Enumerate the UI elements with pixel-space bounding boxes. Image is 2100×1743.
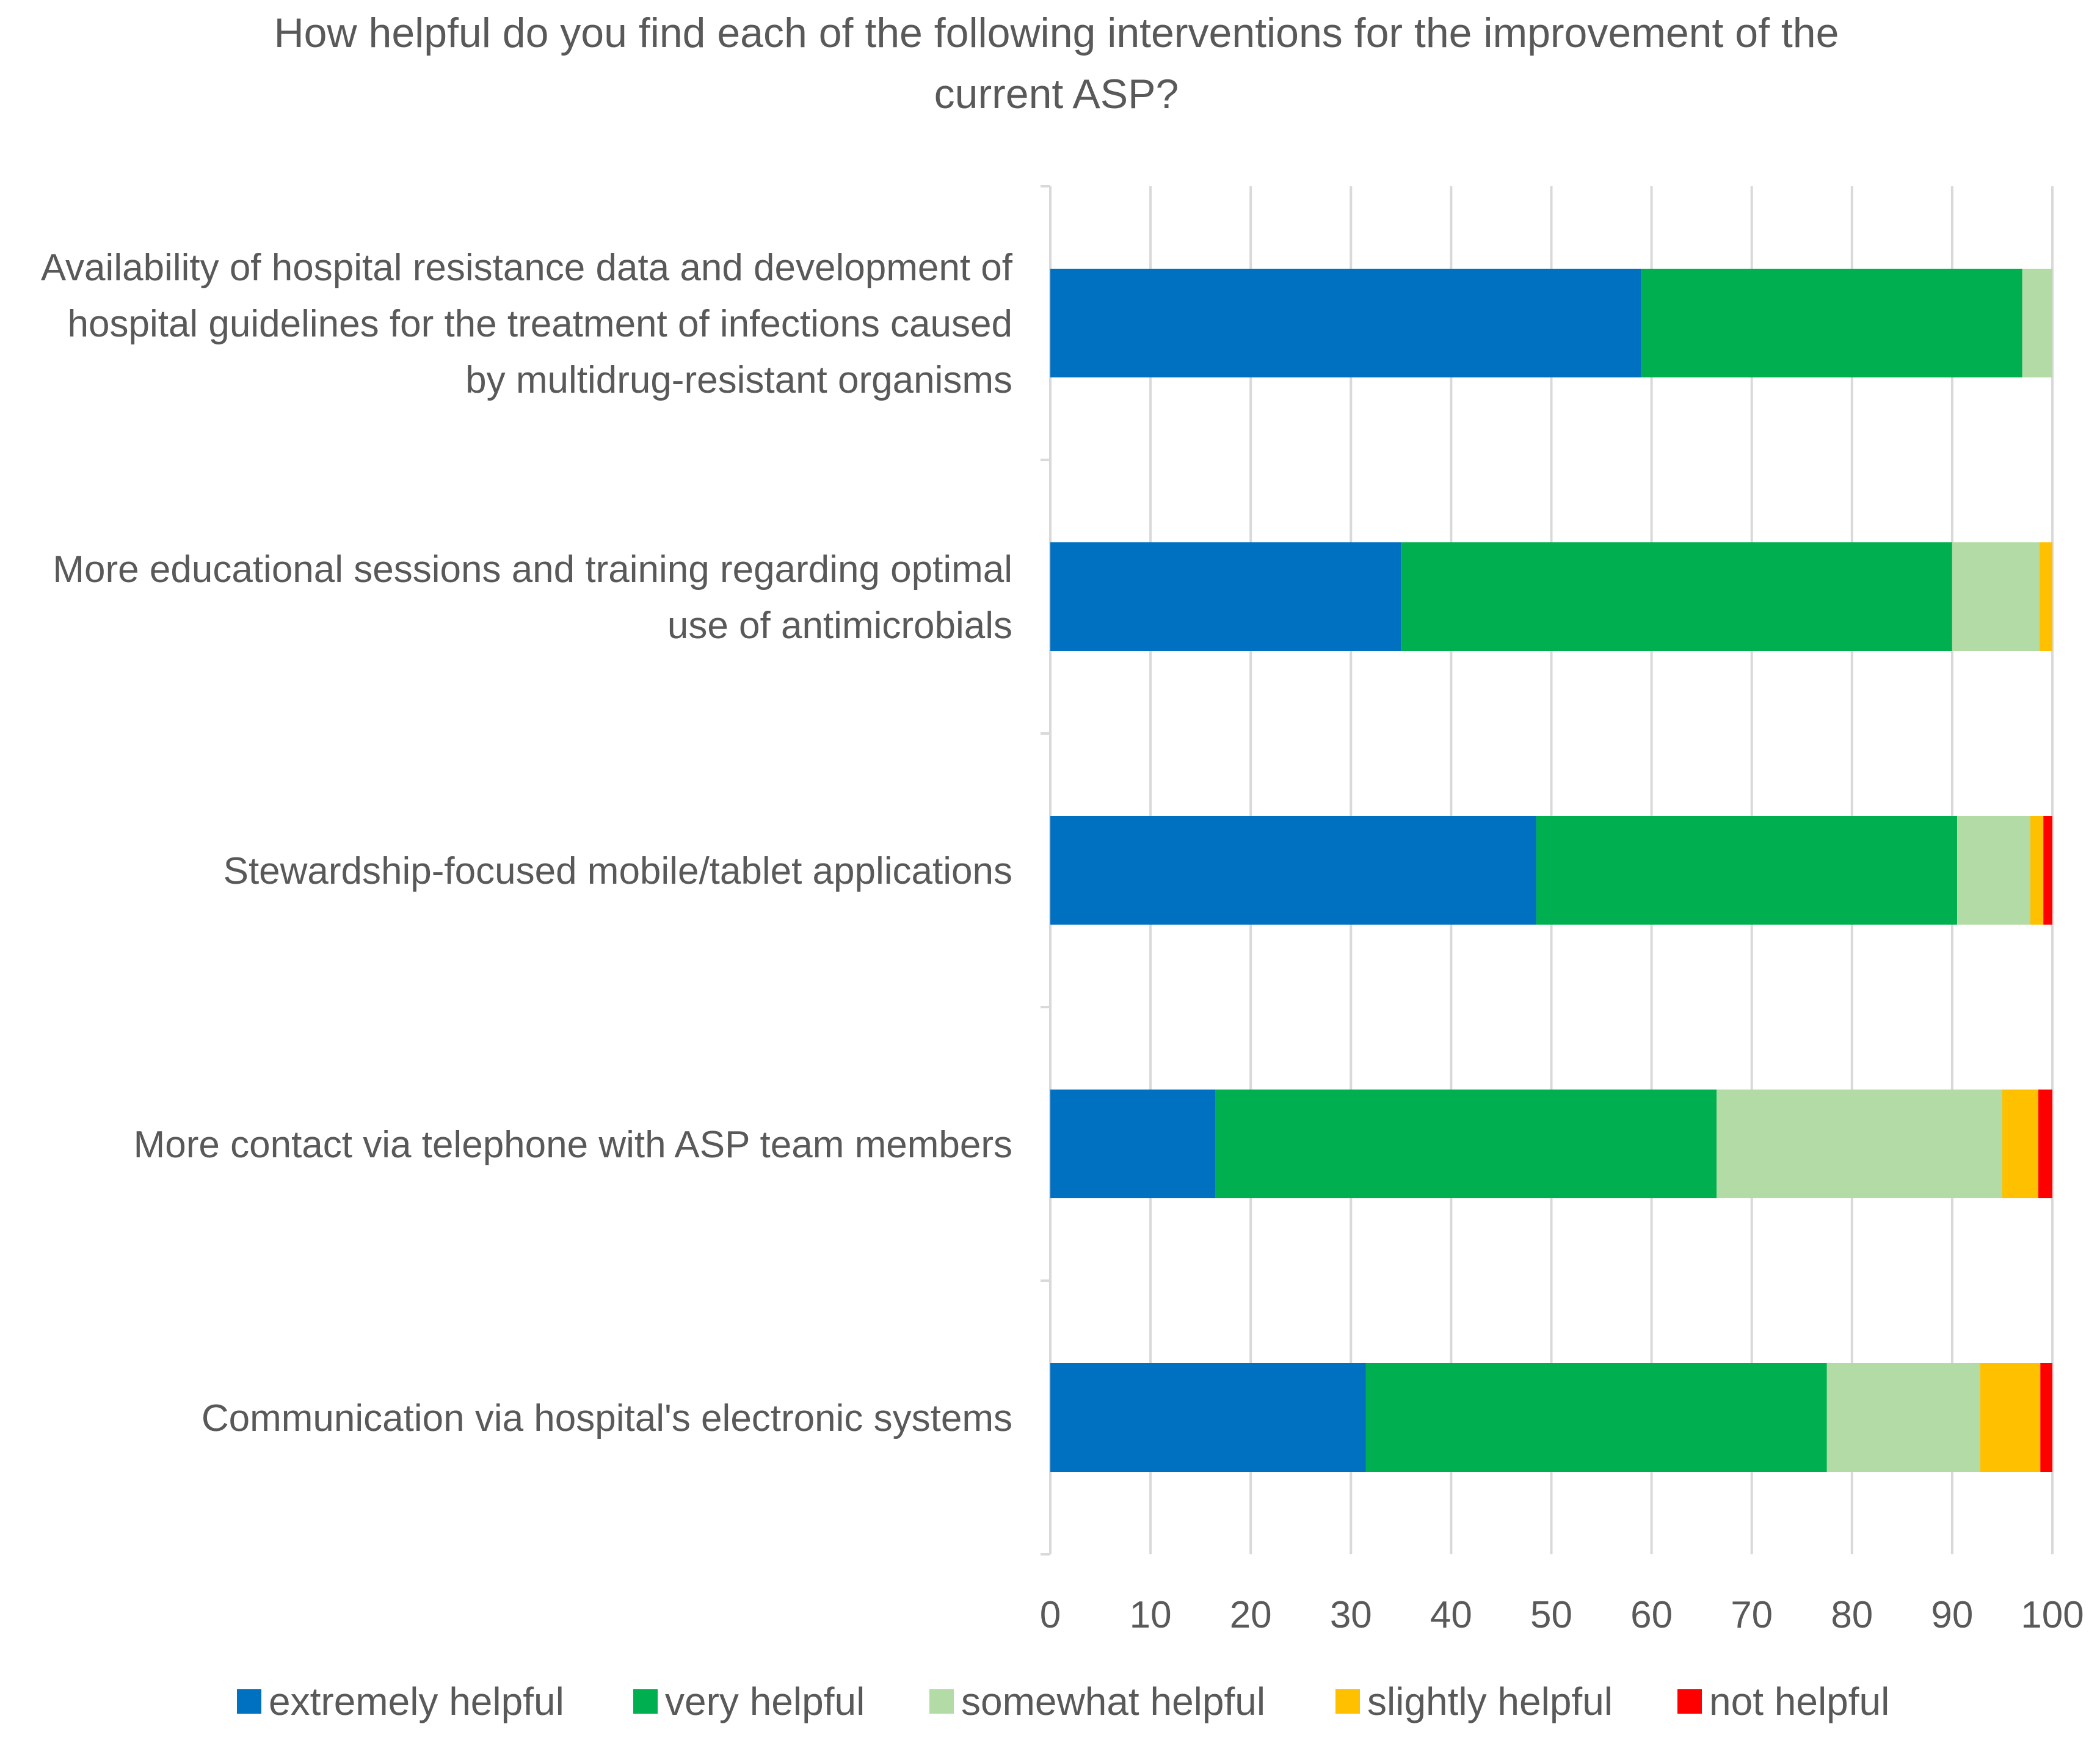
legend-swatch bbox=[929, 1689, 954, 1714]
bar-segment-not-helpful bbox=[2043, 816, 2052, 925]
bar-segment-extremely-helpful bbox=[1050, 1363, 1366, 1472]
bar-segment-very-helpful bbox=[1536, 816, 1958, 925]
x-tick-labels: 0 10 20 30 40 50 60 70 80 90 100 bbox=[1040, 1594, 2084, 1636]
legend-swatch bbox=[1677, 1689, 1702, 1714]
legend-label: not helpful bbox=[1709, 1679, 1889, 1723]
legend-item-somewhat-helpful: somewhat helpful bbox=[929, 1679, 1265, 1723]
x-tick-label-30: 30 bbox=[1330, 1594, 1372, 1636]
x-tick-label-60: 60 bbox=[1630, 1594, 1673, 1636]
category-label-2-line-2: use of antimicrobials bbox=[667, 605, 1012, 647]
bar-row-4 bbox=[1050, 1090, 2052, 1198]
category-label-1-line-2: hospital guidelines for the treatment of… bbox=[68, 303, 1013, 345]
bar-segment-extremely-helpful bbox=[1050, 542, 1401, 651]
category-label-5-line-1: Communication via hospital's electronic … bbox=[202, 1397, 1012, 1439]
x-tick-label-100: 100 bbox=[2021, 1594, 2084, 1636]
bar-segment-very-helpful bbox=[1401, 542, 1952, 651]
bar-segment-slightly-helpful bbox=[2002, 1090, 2039, 1198]
x-tick-label-70: 70 bbox=[1731, 1594, 1773, 1636]
bar-segment-extremely-helpful bbox=[1050, 269, 1642, 377]
legend-label: very helpful bbox=[665, 1679, 865, 1723]
legend-label: somewhat helpful bbox=[961, 1679, 1265, 1723]
bar-segment-somewhat-helpful bbox=[1957, 816, 2030, 925]
bar-segment-extremely-helpful bbox=[1050, 816, 1536, 925]
legend-item-very-helpful: very helpful bbox=[633, 1679, 865, 1723]
bar-segment-very-helpful bbox=[1641, 269, 2022, 377]
category-label-1-line-1: Availability of hospital resistance data… bbox=[41, 247, 1013, 289]
bar-row-5 bbox=[1050, 1363, 2052, 1472]
x-tick-label-20: 20 bbox=[1230, 1594, 1272, 1636]
bar-segment-slightly-helpful bbox=[1980, 1363, 2041, 1472]
bar-row-1 bbox=[1050, 269, 2052, 377]
bar-row-3 bbox=[1050, 816, 2052, 925]
x-tick-label-50: 50 bbox=[1530, 1594, 1572, 1636]
legend-swatch bbox=[1335, 1689, 1360, 1714]
legend-item-slightly-helpful: slightly helpful bbox=[1335, 1679, 1613, 1723]
bar-segment-not-helpful bbox=[2040, 1363, 2052, 1472]
legend-label: extremely helpful bbox=[269, 1679, 564, 1723]
chart-title: How helpful do you find each of the foll… bbox=[274, 10, 1839, 117]
x-tick-label-80: 80 bbox=[1831, 1594, 1873, 1636]
category-label-4-line-1: More contact via telephone with ASP team… bbox=[134, 1124, 1012, 1166]
legend-item-extremely-helpful: extremely helpful bbox=[237, 1679, 564, 1723]
legend-item-not-helpful: not helpful bbox=[1677, 1679, 1889, 1723]
x-tick-label-10: 10 bbox=[1130, 1594, 1172, 1636]
bar-segment-not-helpful bbox=[2038, 1090, 2052, 1198]
bars bbox=[1050, 269, 2052, 1472]
bar-segment-somewhat-helpful bbox=[2022, 269, 2052, 377]
bar-segment-very-helpful bbox=[1215, 1090, 1717, 1198]
legend-swatch bbox=[633, 1689, 658, 1714]
legend: extremely helpful very helpful somewhat he… bbox=[237, 1679, 1889, 1723]
bar-segment-somewhat-helpful bbox=[1952, 542, 2040, 651]
category-label-3-line-1: Stewardship-focused mobile/tablet applic… bbox=[223, 850, 1012, 892]
bar-row-2 bbox=[1050, 542, 2052, 651]
category-axis bbox=[1041, 185, 1050, 1556]
category-label-2-line-1: More educational sessions and training r… bbox=[53, 548, 1012, 591]
legend-swatch bbox=[237, 1689, 261, 1714]
bar-segment-slightly-helpful bbox=[2030, 816, 2044, 925]
bar-segment-somewhat-helpful bbox=[1826, 1363, 1980, 1472]
bar-segment-slightly-helpful bbox=[2039, 542, 2052, 651]
category-labels: Availability of hospital resistance data… bbox=[41, 247, 1013, 1439]
chart-title-line-1: How helpful do you find each of the foll… bbox=[274, 10, 1839, 56]
bar-segment-extremely-helpful bbox=[1050, 1090, 1216, 1198]
x-tick-label-0: 0 bbox=[1040, 1594, 1061, 1636]
bar-segment-very-helpful bbox=[1365, 1363, 1827, 1472]
x-tick-label-40: 40 bbox=[1430, 1594, 1472, 1636]
bar-segment-somewhat-helpful bbox=[1717, 1090, 2002, 1198]
chart-title-line-2: current ASP? bbox=[934, 71, 1179, 117]
category-label-1-line-3: by multidrug-resistant organisms bbox=[465, 359, 1012, 401]
x-tick-label-90: 90 bbox=[1931, 1594, 1973, 1636]
legend-label: slightly helpful bbox=[1367, 1679, 1613, 1723]
